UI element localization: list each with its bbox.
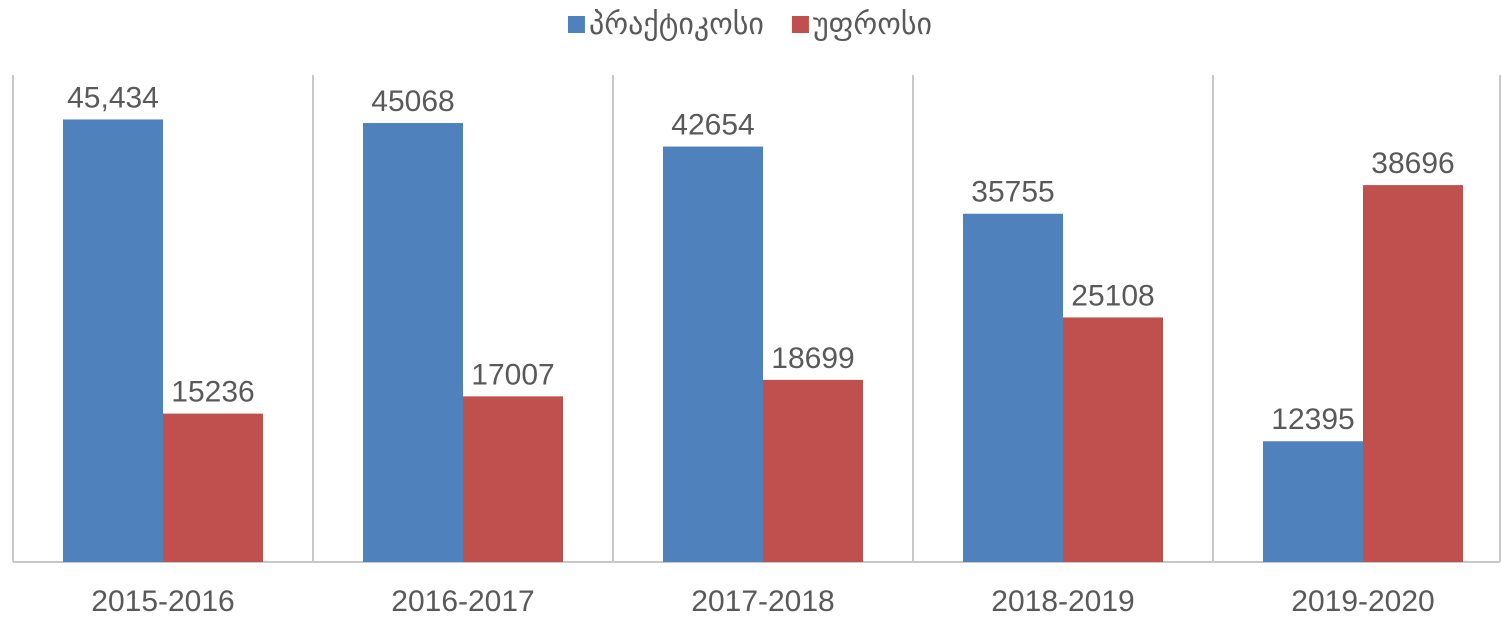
- data-label: 42654: [671, 108, 754, 141]
- data-label: 38696: [1371, 147, 1454, 180]
- data-label: 35755: [971, 176, 1054, 209]
- bar: [63, 119, 163, 562]
- data-label: 18699: [771, 342, 854, 375]
- legend-swatch: [567, 16, 585, 33]
- legend-label: პრაქტიკოსი: [589, 8, 764, 41]
- legend-swatch: [791, 16, 809, 33]
- bar: [463, 396, 563, 562]
- bar: [1063, 317, 1163, 562]
- data-label: 45,434: [67, 81, 159, 114]
- bar: [963, 213, 1063, 562]
- data-label: 15236: [171, 376, 254, 409]
- x-tick-label: 2016-2017: [391, 585, 534, 618]
- x-tick-label: 2019-2020: [1291, 585, 1434, 618]
- data-label: 12395: [1271, 403, 1354, 436]
- bar: [663, 146, 763, 562]
- bar: [763, 379, 863, 562]
- bar: [363, 123, 463, 562]
- x-tick-label: 2015-2016: [91, 585, 234, 618]
- data-label: 45068: [371, 85, 454, 118]
- bar: [1263, 441, 1363, 562]
- legend: პრაქტიკოსი უფროსი: [567, 8, 932, 41]
- data-label: 17007: [471, 358, 554, 391]
- x-tick-label: 2018-2019: [991, 585, 1134, 618]
- data-label: 25108: [1071, 279, 1154, 312]
- bar: [163, 413, 263, 562]
- legend-label: უფროსი: [813, 8, 932, 41]
- x-tick-label: 2017-2018: [691, 585, 834, 618]
- bar: [1363, 185, 1463, 563]
